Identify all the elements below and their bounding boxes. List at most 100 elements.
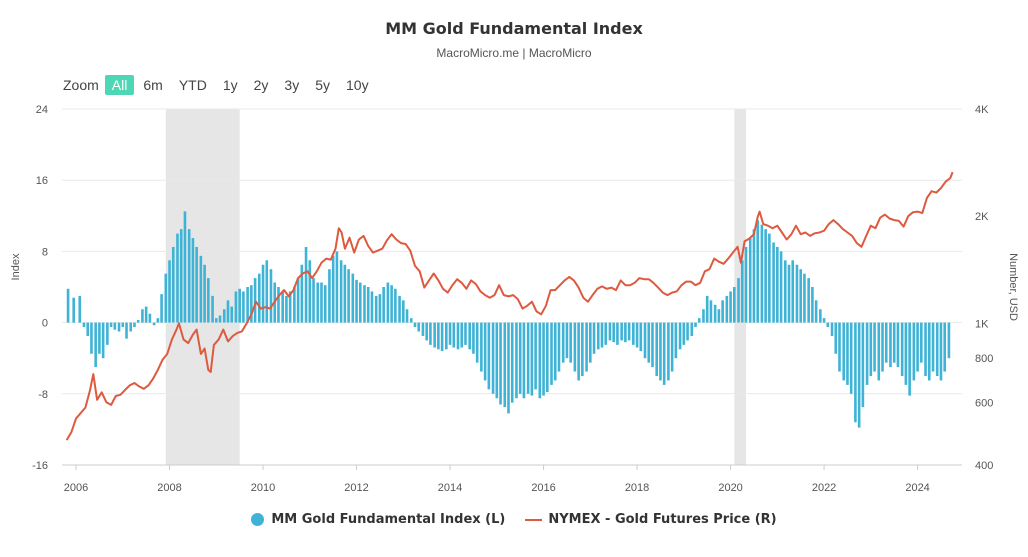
x-tick-label: 2020 bbox=[718, 482, 742, 494]
index-bar bbox=[499, 322, 502, 405]
index-bar bbox=[585, 322, 588, 372]
index-bar bbox=[374, 295, 378, 323]
index-bar bbox=[779, 251, 783, 323]
index-bar bbox=[530, 322, 534, 396]
index-bar bbox=[927, 322, 931, 381]
index-bar bbox=[592, 322, 596, 354]
index-bar bbox=[643, 322, 647, 359]
index-bar bbox=[752, 229, 756, 323]
index-bar bbox=[834, 322, 838, 354]
zoom-button-all[interactable]: All bbox=[104, 75, 135, 95]
index-bar bbox=[495, 322, 499, 399]
zoom-button-5y[interactable]: 5y bbox=[315, 77, 330, 93]
index-bar bbox=[612, 322, 615, 343]
index-bar bbox=[577, 322, 580, 381]
y-left-tick-label: -16 bbox=[32, 460, 48, 472]
index-bar bbox=[277, 287, 280, 323]
index-bar bbox=[304, 246, 308, 323]
index-bar bbox=[429, 322, 432, 345]
index-bar bbox=[713, 304, 717, 323]
index-bar bbox=[627, 322, 631, 341]
index-bar bbox=[433, 322, 436, 348]
index-bar bbox=[826, 322, 830, 328]
x-tick-label: 2018 bbox=[625, 482, 649, 494]
index-bar bbox=[819, 309, 822, 323]
index-bar bbox=[472, 322, 475, 354]
legend-item-price[interactable]: NYMEX - Gold Futures Price (R) bbox=[525, 512, 777, 527]
index-bar bbox=[647, 322, 651, 363]
index-bar bbox=[931, 322, 935, 372]
index-bar bbox=[522, 322, 526, 399]
y-left-tick-label: 24 bbox=[36, 104, 48, 116]
index-bar bbox=[413, 322, 417, 328]
index-bar bbox=[694, 322, 697, 328]
index-bar bbox=[721, 300, 724, 323]
index-bar bbox=[328, 269, 331, 323]
index-bar bbox=[869, 322, 873, 376]
index-bar bbox=[226, 300, 230, 323]
index-bar bbox=[378, 294, 382, 323]
index-bar bbox=[553, 322, 557, 381]
index-bar bbox=[136, 319, 140, 323]
index-bar bbox=[141, 309, 144, 323]
zoom-button-3y[interactable]: 3y bbox=[284, 77, 300, 93]
index-bar bbox=[320, 282, 323, 323]
index-bar bbox=[861, 322, 865, 408]
zoom-bar: Zoom All 6m YTD 1y 2y 3y 5y 10y bbox=[63, 75, 378, 95]
legend-item-index[interactable]: MM Gold Fundamental Index (L) bbox=[251, 512, 505, 527]
index-bar bbox=[129, 322, 133, 332]
index-bar bbox=[620, 322, 623, 341]
index-bar bbox=[507, 322, 510, 414]
zoom-button-2y[interactable]: 2y bbox=[253, 77, 269, 93]
x-tick-label: 2024 bbox=[905, 482, 929, 494]
legend-label-index: MM Gold Fundamental Index (L) bbox=[271, 512, 506, 527]
index-bar bbox=[740, 260, 744, 323]
zoom-button-6m[interactable]: 6m bbox=[143, 77, 163, 93]
index-bar bbox=[776, 246, 779, 323]
zoom-button-1y[interactable]: 1y bbox=[222, 77, 238, 93]
index-bar bbox=[667, 322, 670, 381]
index-bar bbox=[269, 269, 273, 323]
index-bar bbox=[550, 322, 553, 385]
index-bar bbox=[281, 291, 284, 323]
index-bar bbox=[366, 287, 370, 323]
zoom-button-ytd[interactable]: YTD bbox=[178, 77, 207, 93]
index-bar bbox=[425, 322, 428, 341]
index-bar bbox=[421, 322, 425, 336]
index-bar bbox=[686, 322, 689, 341]
index-bar bbox=[725, 295, 729, 323]
index-bar bbox=[72, 297, 75, 323]
index-bar bbox=[748, 238, 752, 323]
index-bar bbox=[787, 264, 791, 323]
index-bar bbox=[405, 309, 409, 323]
index-bar bbox=[518, 322, 522, 394]
index-bar bbox=[358, 282, 362, 323]
index-bar bbox=[503, 322, 507, 408]
legend-label-price: NYMEX - Gold Futures Price (R) bbox=[548, 512, 777, 527]
index-bar bbox=[300, 264, 304, 323]
index-bar bbox=[125, 322, 128, 339]
index-bar bbox=[242, 291, 245, 323]
index-bar bbox=[538, 322, 542, 399]
x-tick-label: 2008 bbox=[157, 482, 181, 494]
index-bar bbox=[222, 309, 226, 323]
index-bar bbox=[772, 242, 775, 323]
index-bar bbox=[655, 322, 659, 376]
index-bar bbox=[670, 322, 674, 372]
index-bar bbox=[296, 278, 300, 323]
index-bar bbox=[409, 318, 413, 323]
index-bar bbox=[94, 322, 97, 368]
index-bar bbox=[814, 300, 818, 323]
index-bar bbox=[78, 295, 82, 323]
y-right-tick-label: 600 bbox=[975, 397, 993, 409]
zoom-button-10y[interactable]: 10y bbox=[346, 77, 369, 93]
index-bar bbox=[179, 229, 183, 323]
index-bar bbox=[448, 322, 452, 345]
index-bar bbox=[331, 255, 335, 323]
index-bar bbox=[807, 278, 810, 323]
index-bar bbox=[616, 322, 619, 345]
index-bar bbox=[573, 322, 577, 372]
index-bar bbox=[744, 246, 748, 323]
index-bar bbox=[475, 322, 479, 363]
x-tick-label: 2012 bbox=[344, 482, 368, 494]
